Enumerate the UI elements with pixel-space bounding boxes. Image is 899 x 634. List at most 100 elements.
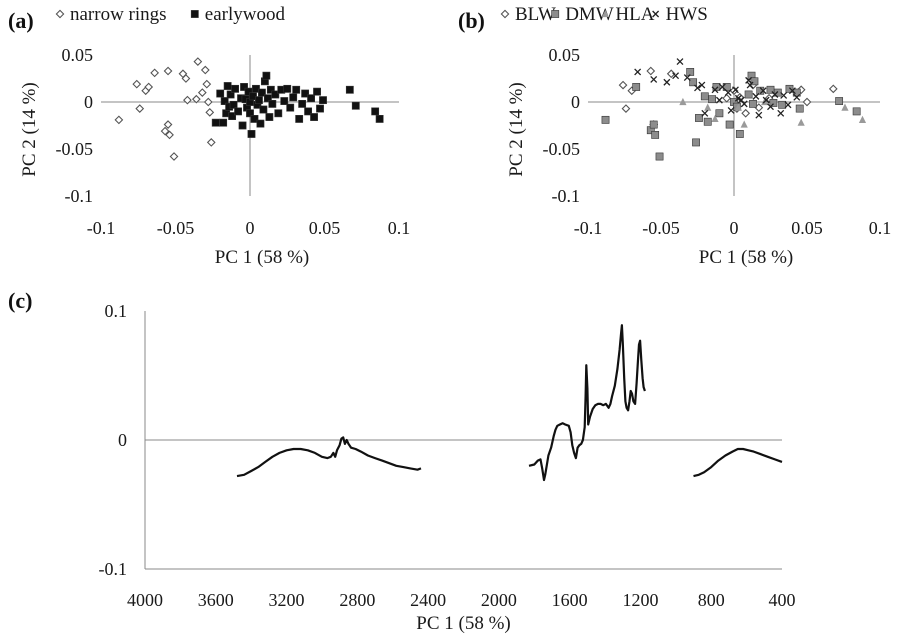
data-point xyxy=(649,120,658,129)
data-point xyxy=(292,85,301,94)
data-point xyxy=(601,115,610,124)
data-point xyxy=(777,109,785,117)
legend-item: DMW xyxy=(551,4,614,25)
data-point xyxy=(715,96,723,104)
data-point xyxy=(135,104,145,113)
data-point xyxy=(771,91,779,98)
legend-item: HLA xyxy=(601,4,655,25)
spectrum-line-segment xyxy=(693,447,783,478)
data-point xyxy=(219,118,228,127)
data-point xyxy=(250,115,259,123)
legend-item: narrow rings xyxy=(55,4,167,25)
data-point xyxy=(375,115,384,123)
legend-label: BLW xyxy=(515,4,556,25)
data-point xyxy=(711,114,719,123)
y-tick-label: -0.05 xyxy=(56,139,94,159)
data-point xyxy=(266,85,275,94)
data-point xyxy=(655,152,664,161)
x-tick-label: 0.1 xyxy=(869,218,892,238)
data-point xyxy=(255,96,263,105)
data-point xyxy=(345,85,354,94)
data-point xyxy=(701,109,709,117)
x-tick-label: 2400 xyxy=(410,590,446,610)
panel-label: (a) xyxy=(8,8,34,33)
data-point xyxy=(211,118,220,127)
spectrum-line-segment xyxy=(236,436,422,478)
data-point xyxy=(295,115,304,123)
data-point xyxy=(271,90,280,99)
data-point xyxy=(301,89,310,98)
data-point xyxy=(672,72,680,80)
x-tick-label: 3200 xyxy=(269,590,305,610)
legend-item: BLW xyxy=(500,4,556,25)
data-point xyxy=(274,109,283,118)
data-point xyxy=(694,84,701,92)
series-earlywood xyxy=(211,71,384,138)
y-axis-title: PC 2 (14 %) xyxy=(506,82,527,176)
y-tick-label: -0.1 xyxy=(65,186,94,206)
data-point xyxy=(793,93,801,101)
scatter-panel-1: 0.05 0 -0.05 -0.1 -0.1 -0.05 0 0.05 0.1 PC 1 (58 … xyxy=(458,4,891,268)
data-point xyxy=(228,112,237,120)
data-point xyxy=(169,152,179,161)
data-point xyxy=(262,71,271,80)
legend-item: HWS xyxy=(652,4,708,25)
data-point xyxy=(160,126,170,136)
y-tick-label: 0.1 xyxy=(105,301,128,321)
data-point xyxy=(767,103,774,111)
data-point xyxy=(689,78,698,87)
data-point xyxy=(780,91,788,99)
data-point xyxy=(298,99,307,108)
data-point xyxy=(319,96,327,105)
data-point xyxy=(165,130,174,140)
data-point xyxy=(755,111,763,119)
data-point xyxy=(666,69,676,79)
data-point xyxy=(114,115,124,125)
data-point xyxy=(191,94,201,104)
data-point xyxy=(788,87,796,95)
data-point xyxy=(634,68,642,76)
panel-label: (b) xyxy=(458,8,485,33)
x-axis-title: PC 1 (58 %) xyxy=(215,247,309,268)
data-point xyxy=(193,57,203,66)
data-point xyxy=(727,107,735,114)
data-point xyxy=(618,80,628,90)
data-point xyxy=(220,97,229,105)
x-tick-label: 1200 xyxy=(622,590,658,610)
data-point xyxy=(715,109,724,118)
data-point xyxy=(132,79,142,89)
data-point xyxy=(792,88,801,97)
data-point xyxy=(683,74,691,82)
data-point xyxy=(650,75,658,83)
series-blw xyxy=(618,66,838,129)
data-point xyxy=(181,74,191,83)
y-tick-label: -0.05 xyxy=(543,139,581,159)
series-hws xyxy=(634,58,801,119)
data-point xyxy=(735,130,744,138)
data-point xyxy=(778,100,787,109)
data-point xyxy=(745,76,753,84)
x-tick-label: 3600 xyxy=(198,590,234,610)
data-point xyxy=(796,85,806,95)
x-tick-label: 400 xyxy=(769,590,796,610)
data-point xyxy=(698,81,706,89)
legend-label: HLA xyxy=(615,4,654,25)
data-point xyxy=(752,92,760,100)
legend-item: earlywood xyxy=(190,4,285,25)
data-point xyxy=(310,113,318,121)
data-point xyxy=(316,104,324,113)
data-point xyxy=(797,118,805,126)
data-point xyxy=(240,83,248,91)
spectrum-line-segment xyxy=(528,324,646,482)
x-tick-label: 800 xyxy=(698,590,725,610)
x-tick-label: 4000 xyxy=(127,590,163,610)
data-point xyxy=(289,93,298,102)
data-point xyxy=(371,107,380,116)
data-point xyxy=(283,84,292,93)
y-tick-label: -0.1 xyxy=(552,186,581,206)
data-point xyxy=(216,89,225,98)
data-point xyxy=(725,120,734,129)
x-axis-title: PC 1 (58 %) xyxy=(416,613,510,634)
data-point xyxy=(750,77,759,86)
y-tick-label: -0.1 xyxy=(99,559,128,579)
